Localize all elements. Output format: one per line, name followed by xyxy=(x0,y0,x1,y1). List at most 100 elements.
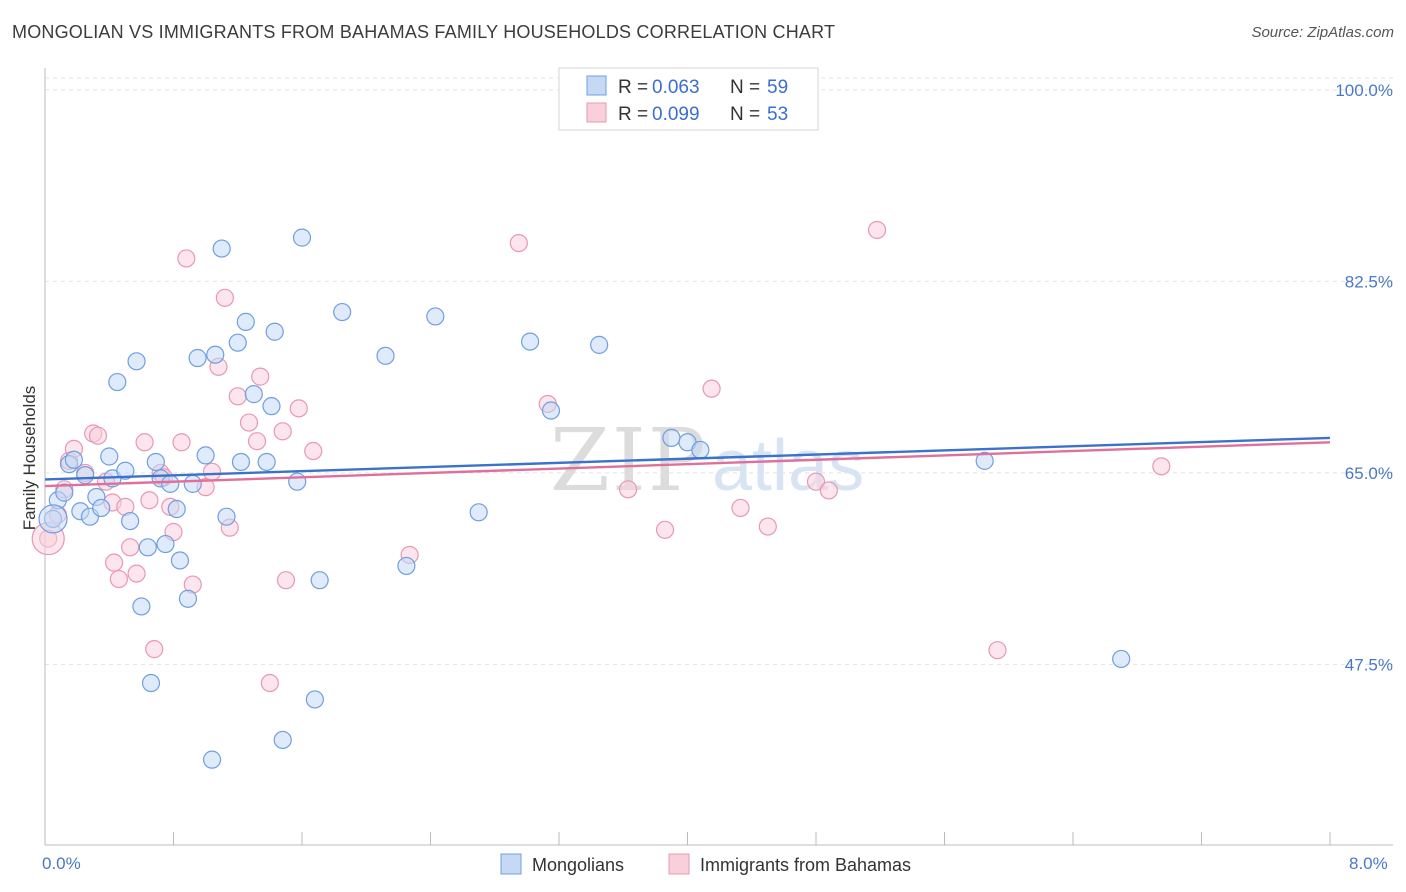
bahamas-point-40 xyxy=(509,233,528,253)
mongolians-point-10 xyxy=(100,447,119,466)
mongolians-point-32 xyxy=(217,507,236,526)
mongolians-point-12 xyxy=(108,372,127,392)
y-tick-label-2: 82.5% xyxy=(1345,272,1393,291)
series-mongolians-points xyxy=(38,228,1131,769)
mongolians-point-51 xyxy=(541,401,561,420)
mongolians-point-23 xyxy=(167,499,186,519)
bahamas-point-46 xyxy=(758,517,777,536)
bottom-legend-bahamas: Immigrants from Bahamas xyxy=(700,855,911,875)
bahamas-point-49 xyxy=(867,220,887,240)
mongolians-point-42 xyxy=(292,228,312,247)
bahamas-point-35 xyxy=(273,422,292,441)
mongolians-point-35 xyxy=(236,312,255,331)
mongolians-point-36 xyxy=(244,385,263,404)
legend-swatch-mongolians xyxy=(586,75,607,96)
mongolians-point-40 xyxy=(273,730,292,750)
legend-swatch-bahamas xyxy=(586,102,607,123)
mongolians-point-26 xyxy=(183,474,202,493)
mongolians-point-19 xyxy=(146,452,165,472)
mongolians-point-57 xyxy=(1112,649,1131,669)
bahamas-point-13 xyxy=(121,538,140,557)
bahamas-point-37 xyxy=(289,399,308,418)
bahamas-point-22 xyxy=(172,433,191,452)
bahamas-point-30 xyxy=(228,387,247,406)
legend-r-value-1: 0.063 xyxy=(652,77,700,98)
bahamas-point-45 xyxy=(731,498,750,518)
grid-lines xyxy=(45,77,1393,665)
mongolians-point-46 xyxy=(376,346,395,365)
source-label: Source: ZipAtlas.com xyxy=(1251,24,1394,41)
bottom-legend-mongolians: Mongolians xyxy=(532,855,624,875)
mongolians-point-2 xyxy=(55,483,74,502)
mongolians-point-52 xyxy=(590,335,609,354)
bahamas-point-34 xyxy=(260,673,279,693)
legend-n-value-1: 59 xyxy=(767,77,788,98)
mongolians-point-28 xyxy=(196,446,215,465)
mongolians-cluster-point xyxy=(38,504,68,534)
mongolians-point-4 xyxy=(64,450,84,469)
mongolians-point-44 xyxy=(310,571,329,590)
mongolians-point-37 xyxy=(257,452,276,472)
mongolians-point-30 xyxy=(206,345,225,364)
mongolians-point-14 xyxy=(121,511,140,531)
mongolians-point-41 xyxy=(288,472,307,491)
mongolians-point-13 xyxy=(116,461,135,480)
watermark-atlas: atlas xyxy=(712,426,864,506)
bahamas-point-42 xyxy=(618,480,638,499)
mongolians-point-33 xyxy=(228,333,247,352)
y-axis-label: Family Households xyxy=(20,386,39,531)
x-tick-label-start: 0.0% xyxy=(42,854,81,873)
mongolians-point-16 xyxy=(132,597,151,616)
bahamas-point-23 xyxy=(177,249,196,268)
mongolians-trend-line xyxy=(44,436,1331,481)
mongolians-point-15 xyxy=(127,352,146,371)
mongolians-point-47 xyxy=(397,556,416,576)
bahamas-point-47 xyxy=(806,472,826,491)
bahamas-trend-line xyxy=(44,441,1331,488)
mongolians-point-34 xyxy=(231,452,251,472)
chart-title: MONGOLIAN VS IMMIGRANTS FROM BAHAMAS FAM… xyxy=(12,22,836,42)
bahamas-point-11 xyxy=(109,569,128,589)
legend-n-label-1: N = xyxy=(730,77,760,98)
mongolians-point-56 xyxy=(975,451,994,470)
mongolians-point-17 xyxy=(138,538,157,557)
mongolians-point-29 xyxy=(202,750,222,769)
mongolians-point-53 xyxy=(662,428,681,447)
mongolians-point-18 xyxy=(141,673,161,693)
bahamas-point-16 xyxy=(140,491,159,510)
bottom-legend-swatch-bahamas xyxy=(668,853,690,875)
mongolians-point-38 xyxy=(262,397,281,416)
mongolians-point-25 xyxy=(178,589,198,608)
mongolians-point-6 xyxy=(76,466,95,485)
mongolians-point-45 xyxy=(333,302,352,322)
bahamas-point-31 xyxy=(239,413,259,432)
mongolians-point-27 xyxy=(188,348,207,368)
y-tick-label-3: 100.0% xyxy=(1335,81,1393,100)
legend-r-label-1: R = xyxy=(618,77,648,98)
top-legend: R = 0.063 N = 59 R = 0.099 N = 53 xyxy=(558,67,819,131)
mongolians-point-31 xyxy=(212,239,231,258)
mongolians-point-48 xyxy=(426,307,445,326)
trend-lines xyxy=(44,436,1331,488)
bahamas-point-38 xyxy=(304,441,323,461)
bahamas-point-28 xyxy=(215,288,234,307)
y-tick-label-1: 65.0% xyxy=(1345,464,1393,483)
bahamas-point-10 xyxy=(104,553,124,572)
legend-n-label-2: N = xyxy=(730,104,760,125)
x-tick-label-end: 8.0% xyxy=(1349,854,1388,873)
mongolians-point-43 xyxy=(305,690,324,709)
legend-n-value-2: 53 xyxy=(767,104,788,125)
mongolians-point-9 xyxy=(92,498,111,518)
bahamas-point-26 xyxy=(202,462,222,481)
bahamas-point-14 xyxy=(127,564,146,583)
bahamas-point-32 xyxy=(247,432,267,451)
mongolians-point-22 xyxy=(161,474,180,493)
mongolians-point-39 xyxy=(265,322,284,341)
bahamas-point-17 xyxy=(145,640,164,659)
y-tick-labels: 47.5% 65.0% 82.5% 100.0% xyxy=(1335,81,1393,675)
mongolians-point-50 xyxy=(520,332,540,351)
bahamas-point-51 xyxy=(1152,457,1171,476)
bahamas-point-36 xyxy=(276,571,296,590)
bahamas-point-48 xyxy=(819,481,838,500)
